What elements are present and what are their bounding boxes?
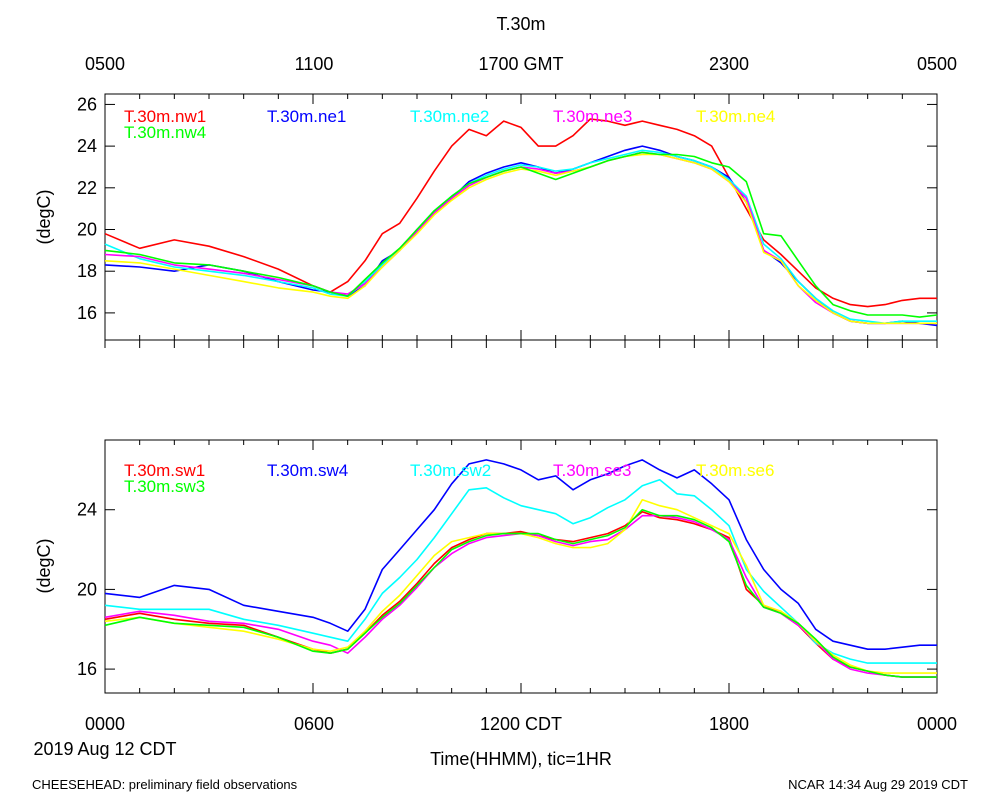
cdt-tick-label: 1800 xyxy=(709,714,749,734)
legend-nw1: T.30m.nw1 xyxy=(124,107,206,126)
legend-sw4: T.30m.sw4 xyxy=(267,461,348,480)
series-line-t-30m-sw3 xyxy=(104,508,937,678)
y-tick-label: 16 xyxy=(77,303,97,323)
legend-sw1: T.30m.sw1 xyxy=(124,461,205,480)
footer-left: CHEESEHEAD: preliminary field observatio… xyxy=(32,777,298,792)
cdt-tick-label: 0000 xyxy=(917,714,957,734)
cdt-tick-label: 1200 CDT xyxy=(480,714,562,734)
bottom-y-ticks: 16 20 24 xyxy=(77,500,937,679)
series-line-t-30m-se3 xyxy=(104,514,937,678)
footer-right: NCAR 14:34 Aug 29 2019 CDT xyxy=(788,777,968,792)
y-tick-label: 22 xyxy=(77,178,97,198)
y-tick-label: 24 xyxy=(77,500,97,520)
y-tick-label: 16 xyxy=(77,659,97,679)
y-tick-label: 24 xyxy=(77,136,97,156)
top-y-axis-label: (degC) xyxy=(34,189,54,244)
legend-ne2: T.30m.ne2 xyxy=(410,107,489,126)
legend-se6: T.30m.se6 xyxy=(696,461,774,480)
top-legend: T.30m.nw1 T.30m.nw4 T.30m.ne1 T.30m.ne2 … xyxy=(124,107,775,142)
gmt-tick-label: 1100 xyxy=(295,54,334,74)
top-plot-frame xyxy=(104,93,938,341)
series-line-t-30m-sw4 xyxy=(104,459,937,651)
legend-nw4: T.30m.nw4 xyxy=(124,123,206,142)
top-panel: 16 18 20 22 24 26 (degC) xyxy=(34,93,938,348)
bottom-x-ticks xyxy=(104,440,938,693)
gmt-tick-label: 2300 xyxy=(709,54,749,74)
cdt-tick-label: 0000 xyxy=(85,714,125,734)
date-label: 2019 Aug 12 CDT xyxy=(33,739,176,759)
y-tick-label: 26 xyxy=(77,94,97,114)
bottom-y-axis-label: (degC) xyxy=(34,538,54,593)
gmt-tick-label: 0500 xyxy=(85,54,125,74)
series-line-t-30m-sw1 xyxy=(104,510,937,678)
chart-title: T.30m xyxy=(496,14,545,34)
legend-se3: T.30m.se3 xyxy=(553,461,631,480)
y-tick-label: 20 xyxy=(77,220,97,240)
legend-ne4: T.30m.ne4 xyxy=(696,107,775,126)
top-y-ticks: 16 18 20 22 24 26 xyxy=(77,94,937,323)
legend-ne3: T.30m.ne3 xyxy=(553,107,632,126)
bottom-plot-frame xyxy=(104,439,938,694)
legend-sw3: T.30m.sw3 xyxy=(124,477,205,496)
series-line-t-30m-sw2 xyxy=(104,478,937,664)
x-axis-label: Time(HHMM), tic=1HR xyxy=(430,749,612,769)
top-series-lines xyxy=(104,118,938,327)
cdt-tick-label: 0600 xyxy=(294,714,334,734)
series-line-t-30m-se6 xyxy=(104,498,937,674)
gmt-tick-label: 1700 GMT xyxy=(478,54,563,74)
legend-ne1: T.30m.ne1 xyxy=(267,107,346,126)
series-line-t-30m-ne2 xyxy=(104,149,937,325)
y-tick-label: 20 xyxy=(77,579,97,599)
legend-sw2: T.30m.sw2 xyxy=(410,461,491,480)
bottom-series-lines xyxy=(104,459,937,678)
bottom-panel: 16 20 24 (degC) xyxy=(34,439,938,694)
gmt-tick-label: 0500 xyxy=(917,54,957,74)
bottom-legend: T.30m.sw1 T.30m.sw3 T.30m.sw4 T.30m.sw2 … xyxy=(124,461,774,496)
y-tick-label: 18 xyxy=(77,261,97,281)
series-line-t-30m-nw4 xyxy=(104,151,938,318)
top-x-ticks xyxy=(104,94,938,348)
series-line-t-30m-ne4 xyxy=(104,153,937,325)
